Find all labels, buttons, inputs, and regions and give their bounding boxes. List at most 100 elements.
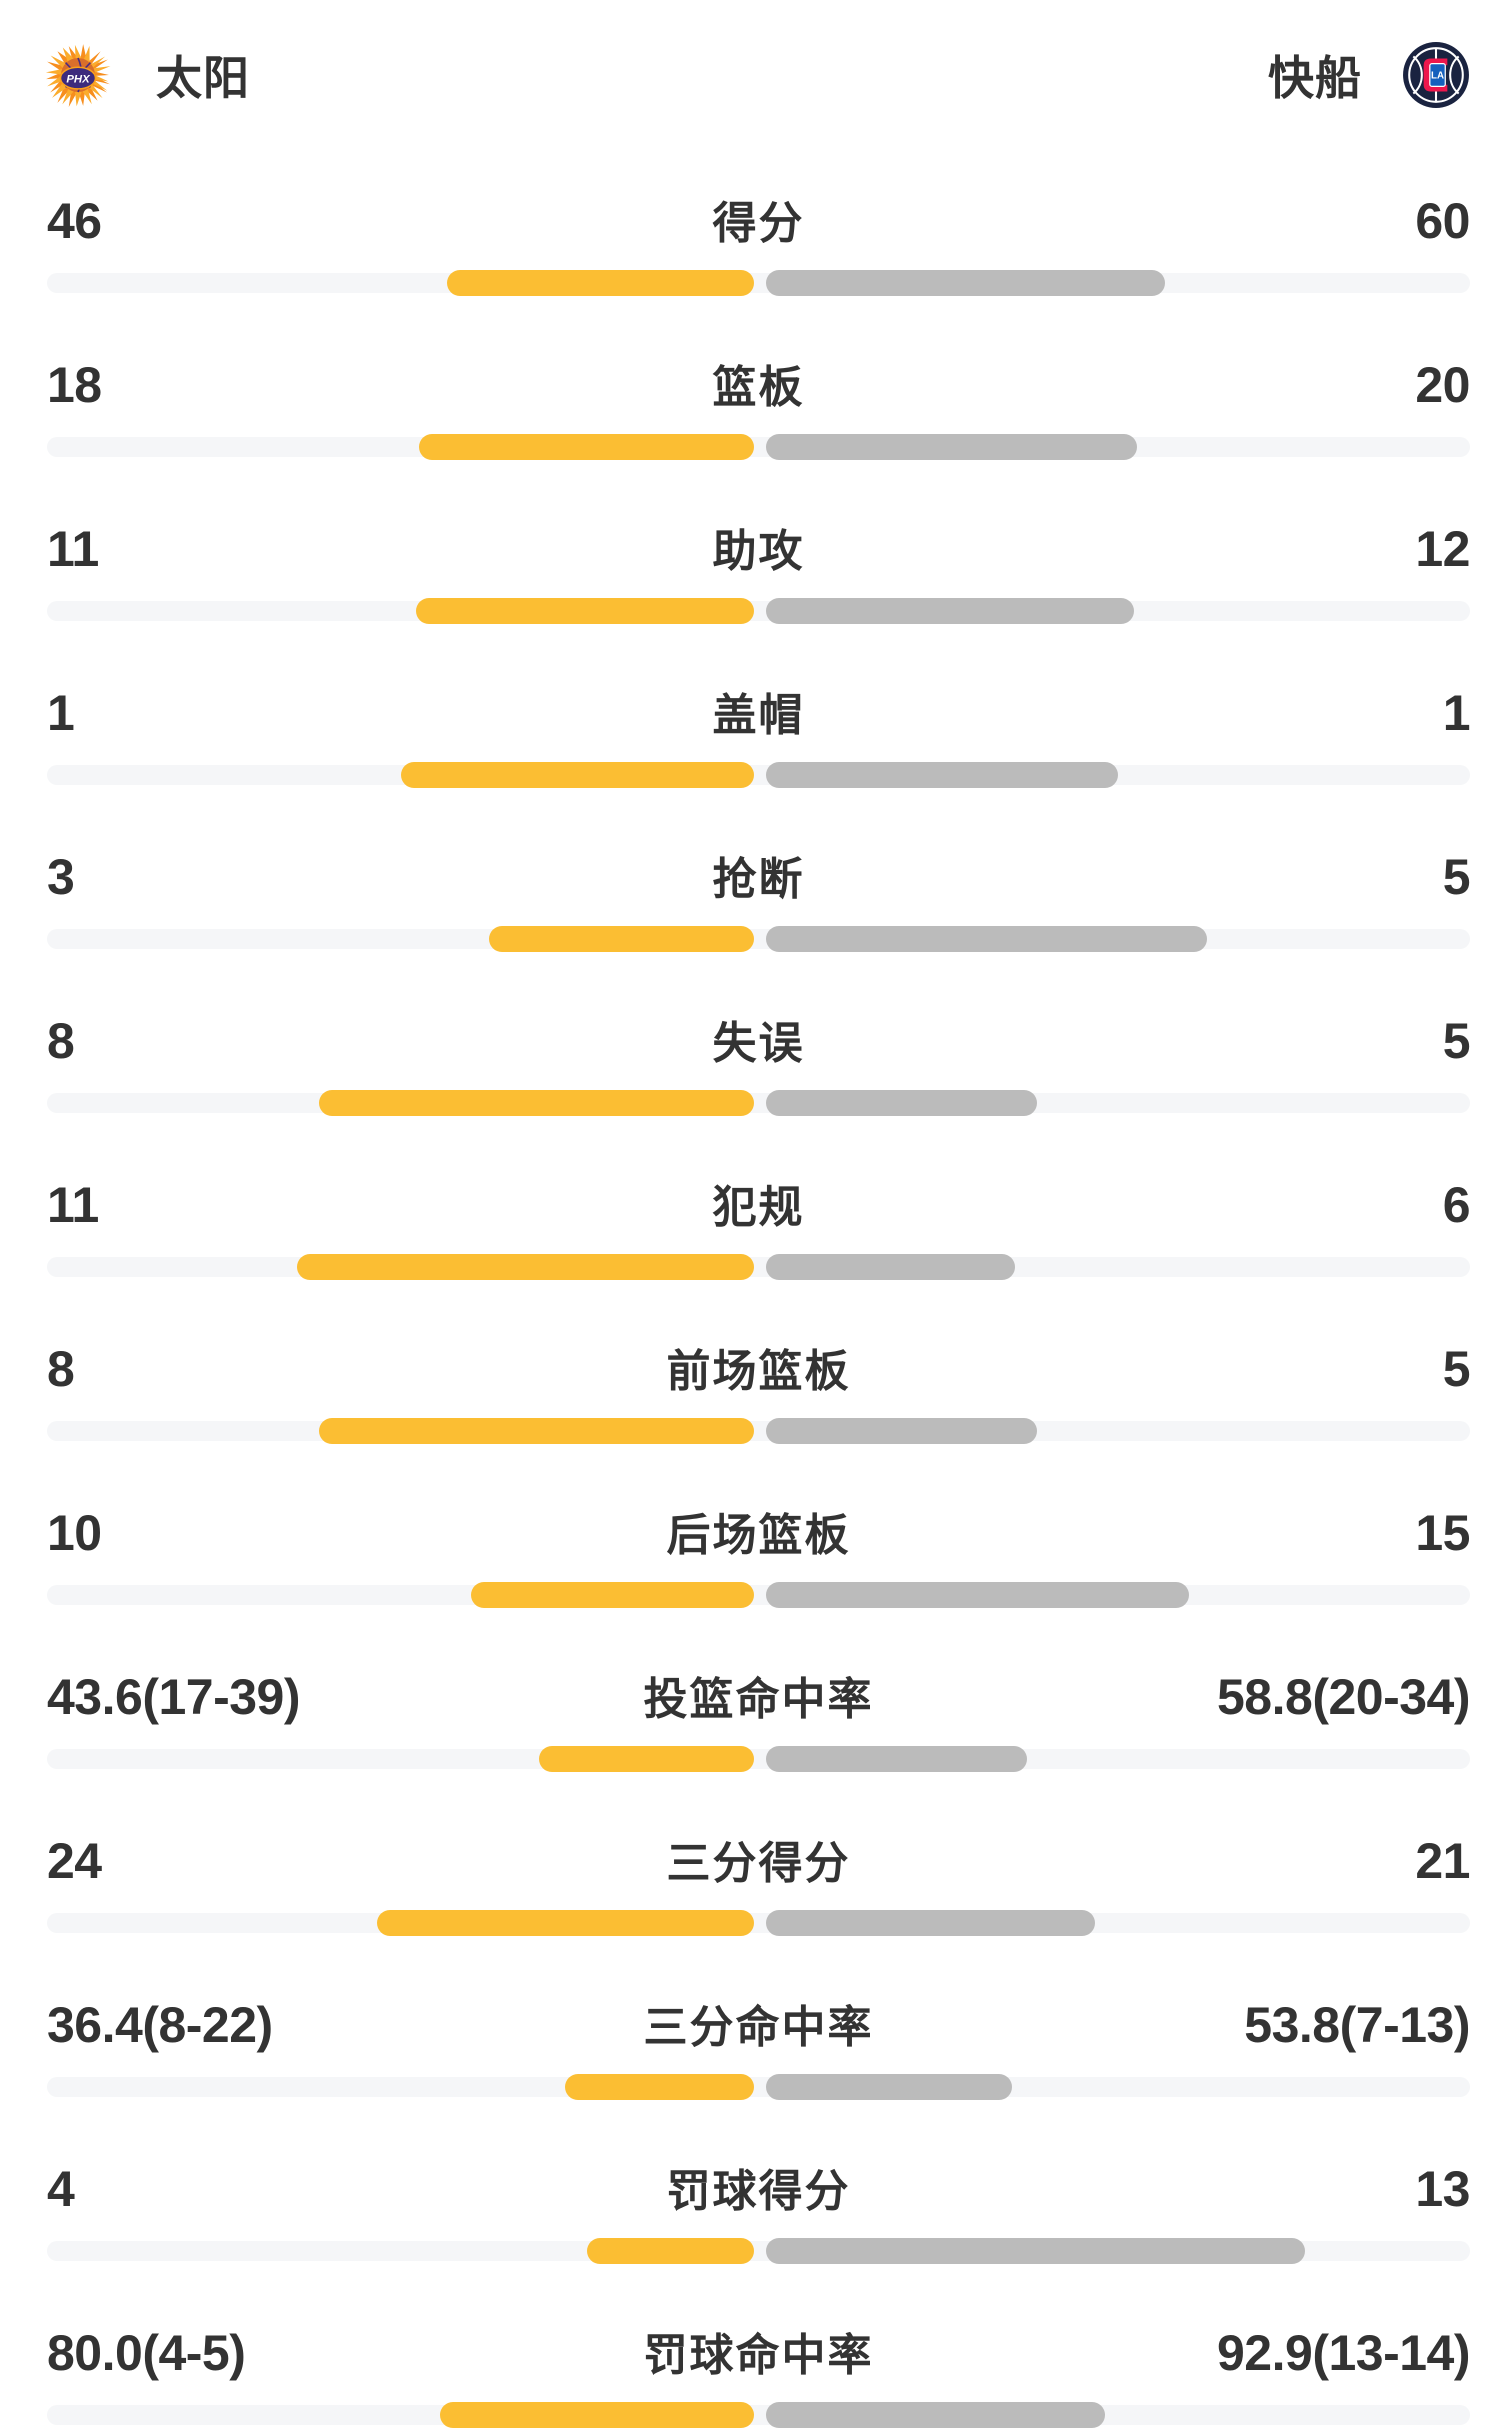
stat-bar-track xyxy=(47,1746,1470,1772)
stat-values-line: 36.4(8-22) 三分命中率 53.8(7-13) xyxy=(47,1996,1470,2057)
home-bar xyxy=(400,762,754,788)
team-away: 快船 LA xyxy=(1268,41,1470,109)
home-bar xyxy=(488,926,754,952)
stat-label: 抢断 xyxy=(712,855,805,904)
stat-bar-track xyxy=(47,1582,1470,1608)
home-value: 1 xyxy=(47,685,75,741)
away-value: 12 xyxy=(1415,521,1470,577)
away-value: 20 xyxy=(1415,357,1470,413)
home-value: 11 xyxy=(47,1177,99,1233)
stat-row: 8 前场篮板 5 xyxy=(47,1340,1471,1444)
stat-label: 盖帽 xyxy=(712,691,805,740)
clippers-logo-text: LA xyxy=(1431,71,1444,82)
stat-values-line: 3 抢断 5 xyxy=(47,848,1470,909)
stat-bar-track xyxy=(47,1090,1470,1116)
stat-bar-track xyxy=(47,762,1470,788)
home-value: 24 xyxy=(47,1833,102,1889)
clippers-logo: LA xyxy=(1403,42,1469,108)
stat-row: 46 得分 60 xyxy=(47,192,1470,296)
away-value: 6 xyxy=(1442,1177,1471,1233)
stat-bar-track xyxy=(47,1910,1470,1936)
stat-row: 18 篮板 20 xyxy=(47,356,1470,460)
stat-row: 3 抢断 5 xyxy=(47,848,1470,952)
stat-bar-track xyxy=(47,2238,1470,2264)
home-bar xyxy=(565,2074,754,2100)
home-value: 18 xyxy=(47,357,102,413)
home-bar xyxy=(587,2238,754,2264)
stat-values-line: 1 盖帽 1 xyxy=(47,684,1470,745)
home-bar xyxy=(296,1254,754,1280)
home-bar xyxy=(539,1746,754,1772)
stat-values-line: 11 助攻 12 xyxy=(47,520,1470,581)
stat-values-line: 24 三分得分 21 xyxy=(47,1832,1470,1893)
teams-header: PHX 太阳 快船 LA xyxy=(0,0,1500,110)
stat-values-line: 4 罚球得分 13 xyxy=(47,2160,1470,2221)
stat-label: 三分命中率 xyxy=(643,2003,874,2052)
away-bar xyxy=(765,1746,1027,1772)
home-bar xyxy=(319,1418,754,1444)
away-value: 92.9(13-14) xyxy=(1217,2325,1470,2381)
home-bar xyxy=(377,1910,754,1936)
suns-logo-text: PHX xyxy=(66,74,91,86)
stat-row: 11 犯规 6 xyxy=(47,1176,1470,1280)
stat-bar-track xyxy=(47,598,1470,624)
away-value: 13 xyxy=(1415,2161,1470,2217)
away-bar xyxy=(765,2074,1013,2100)
stat-label: 投篮命中率 xyxy=(643,1675,874,1724)
team-home: PHX 太阳 xyxy=(44,41,250,109)
home-bar xyxy=(319,1090,754,1116)
away-bar xyxy=(765,1090,1037,1116)
stat-values-line: 43.6(17-39) 投篮命中率 58.8(20-34) xyxy=(47,1668,1470,1729)
away-bar xyxy=(765,762,1119,788)
stat-bar-track xyxy=(47,2074,1470,2100)
home-value: 8 xyxy=(47,1013,75,1069)
home-value: 80.0(4-5) xyxy=(47,2325,246,2381)
away-value: 58.8(20-34) xyxy=(1217,1669,1470,1725)
stat-values-line: 8 失误 5 xyxy=(47,1012,1470,1073)
away-team-name: 快船 xyxy=(1268,52,1362,104)
away-bar xyxy=(765,926,1207,952)
stat-bar-track xyxy=(47,926,1470,952)
away-bar xyxy=(765,2402,1106,2428)
away-value: 5 xyxy=(1442,1341,1471,1397)
stat-row: 43.6(17-39) 投篮命中率 58.8(20-34) xyxy=(47,1668,1470,1772)
home-value: 3 xyxy=(47,849,75,905)
home-value: 43.6(17-39) xyxy=(47,1669,300,1725)
stat-row: 4 罚球得分 13 xyxy=(47,2160,1470,2264)
stats-list: 46 得分 60 18 篮板 20 11 助攻 12 xyxy=(0,192,1500,2428)
away-bar xyxy=(765,1418,1037,1444)
home-bar xyxy=(415,598,754,624)
away-bar xyxy=(765,598,1134,624)
stat-values-line: 18 篮板 20 xyxy=(47,356,1470,417)
stat-row: 24 三分得分 21 xyxy=(47,1832,1470,1936)
away-value: 5 xyxy=(1442,849,1471,905)
away-bar xyxy=(765,1910,1095,1936)
away-bar xyxy=(765,434,1138,460)
home-bar xyxy=(439,2402,754,2428)
away-value: 21 xyxy=(1415,1833,1470,1889)
away-value: 1 xyxy=(1442,685,1471,741)
home-value: 10 xyxy=(47,1505,102,1561)
home-bar xyxy=(419,434,754,460)
stat-label: 后场篮板 xyxy=(666,1511,851,1560)
home-bar xyxy=(471,1582,754,1608)
stat-row: 8 失误 5 xyxy=(47,1012,1470,1116)
stat-label: 罚球得分 xyxy=(666,2167,851,2216)
stat-row: 10 后场篮板 15 xyxy=(47,1504,1470,1608)
stat-label: 得分 xyxy=(712,199,805,248)
away-value: 15 xyxy=(1415,1505,1470,1561)
stat-bar-track xyxy=(47,2402,1470,2428)
home-value: 46 xyxy=(47,193,102,249)
stat-row: 1 盖帽 1 xyxy=(47,684,1470,788)
stat-label: 前场篮板 xyxy=(666,1347,851,1396)
stat-bar-track xyxy=(47,1254,1470,1280)
away-bar xyxy=(765,2238,1306,2264)
stat-label: 三分得分 xyxy=(666,1839,851,1888)
away-value: 5 xyxy=(1442,1013,1471,1069)
away-bar xyxy=(765,270,1166,296)
home-team-name: 太阳 xyxy=(156,52,250,104)
home-value: 4 xyxy=(47,2161,75,2217)
stat-label: 篮板 xyxy=(712,363,805,412)
stat-values-line: 11 犯规 6 xyxy=(47,1176,1470,1237)
stat-bar-track xyxy=(47,434,1470,460)
